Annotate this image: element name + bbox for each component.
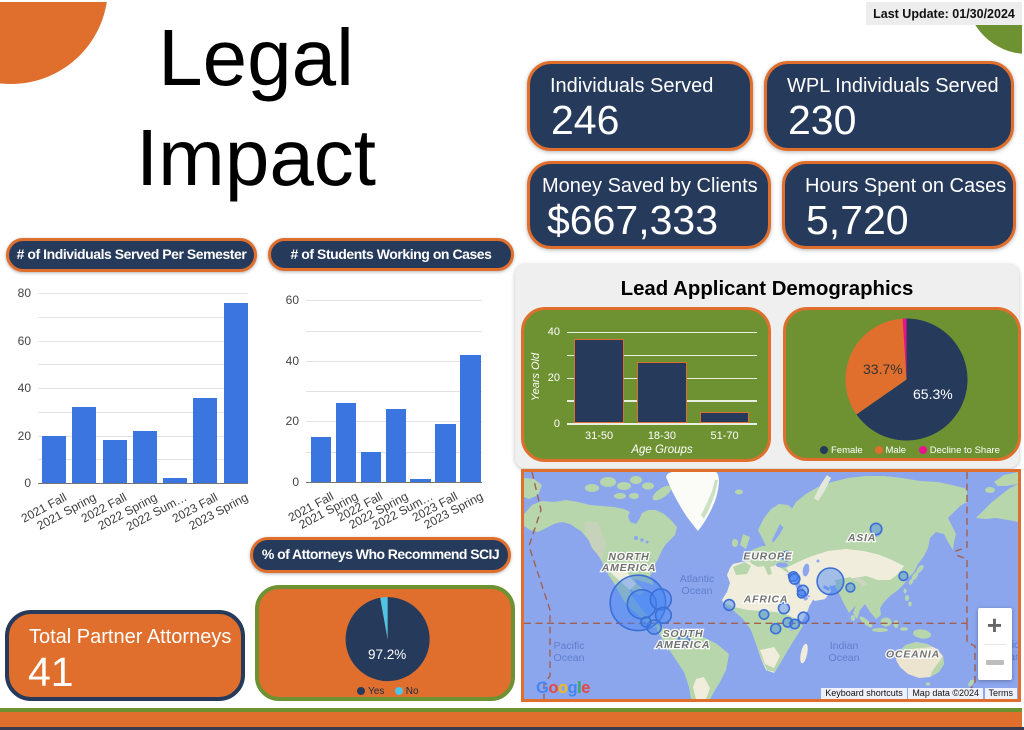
svg-text:AMERICA: AMERICA	[601, 562, 657, 574]
svg-text:AFRICA: AFRICA	[743, 593, 788, 605]
svg-text:Ocean: Ocean	[554, 652, 585, 664]
svg-text:SOUTH: SOUTH	[663, 628, 704, 640]
svg-text:Ocean: Ocean	[829, 652, 860, 664]
svg-text:Indian: Indian	[830, 640, 859, 652]
svg-text:Atlantic: Atlantic	[680, 573, 714, 585]
svg-text:Ocean: Ocean	[682, 585, 713, 597]
svg-text:ASIA: ASIA	[847, 532, 876, 544]
svg-text:EUROPE: EUROPE	[743, 550, 792, 562]
svg-text:AMERICA: AMERICA	[655, 639, 711, 651]
svg-text:NORTH: NORTH	[608, 551, 649, 563]
svg-text:OCEANIA: OCEANIA	[886, 648, 940, 660]
svg-text:fic: fic	[1009, 639, 1018, 651]
svg-text:Pacific: Pacific	[554, 640, 585, 652]
svg-text:an: an	[1009, 651, 1018, 663]
